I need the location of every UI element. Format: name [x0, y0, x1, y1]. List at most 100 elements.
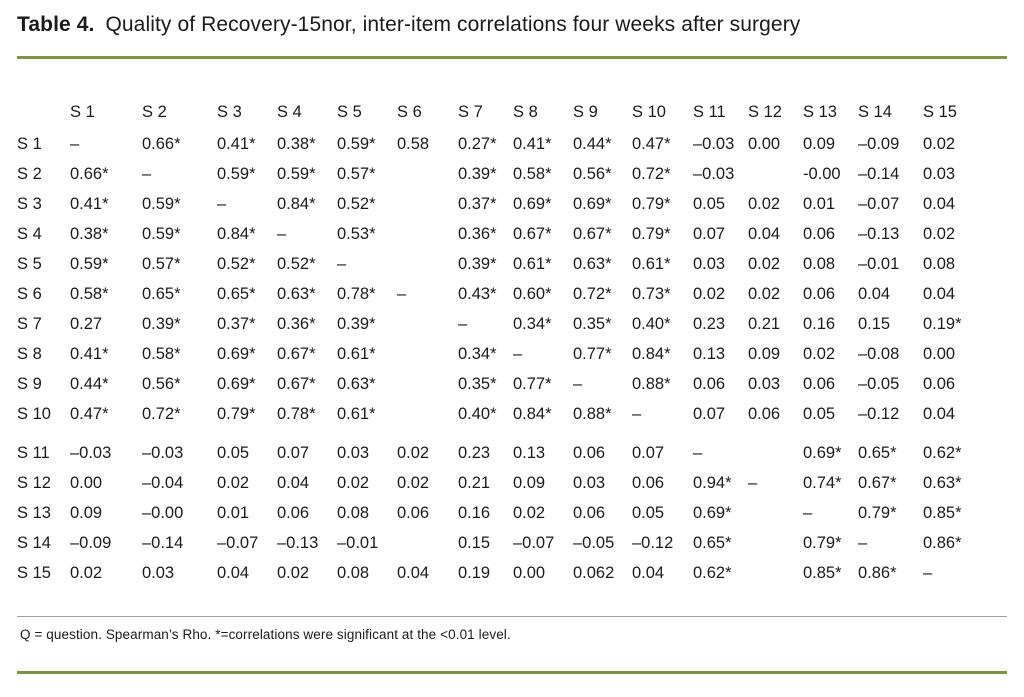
correlation-cell: 0.16 — [458, 503, 491, 522]
correlation-cell: 0.02 — [397, 443, 430, 462]
table-row: S 11 –0.03 –0.03 0.05 0.07 0.03 0.02 0.23 0.13 0.… — [17, 429, 1007, 468]
correlation-cell: 0.41* — [70, 344, 109, 363]
correlation-cell: – — [513, 344, 523, 363]
column-header: S 14 — [858, 102, 892, 121]
column-header: S 12 — [748, 102, 782, 121]
correlation-cell: 0.03 — [573, 473, 606, 492]
row-header: S 3 — [17, 194, 42, 213]
row-header: S 15 — [17, 563, 51, 582]
table-row: S 10 0.47* 0.72* 0.79* 0.78* 0.61* 0.40* 0.84* 0… — [17, 399, 1007, 429]
correlation-cell: 0.59* — [217, 164, 256, 183]
row-header: S 7 — [17, 314, 42, 333]
correlation-cell — [748, 159, 803, 189]
correlation-cell: 0.61* — [337, 344, 376, 363]
correlation-cell: –0.01 — [337, 533, 379, 552]
correlation-cell: 0.03 — [923, 164, 956, 183]
correlation-cell: 0.78* — [277, 404, 316, 423]
table-row: S 1 – 0.66* 0.41* 0.38* 0.59* 0.58 0.27* 0.41* 0.… — [17, 129, 1007, 159]
correlation-cell: 0.00 — [923, 344, 956, 363]
correlation-cell: 0.08 — [337, 503, 370, 522]
correlation-cell: 0.38* — [277, 134, 316, 153]
correlation-cell: 0.02 — [70, 563, 103, 582]
correlation-cell: 0.04 — [748, 224, 781, 243]
correlation-cell: 0.52* — [277, 254, 316, 273]
top-divider — [17, 56, 1007, 59]
table-row: S 4 0.38* 0.59* 0.84* – 0.53* 0.36* 0.67* 0.67* 0… — [17, 219, 1007, 249]
table-row: S 5 0.59* 0.57* 0.52* 0.52* – 0.39* 0.61* 0.63* 0… — [17, 249, 1007, 279]
correlation-cell: 0.39* — [142, 314, 181, 333]
correlation-cell: 0.74* — [803, 473, 842, 492]
correlation-cell: 0.07 — [693, 224, 726, 243]
correlation-cell: 0.03 — [748, 374, 781, 393]
correlation-cell: 0.35* — [458, 374, 497, 393]
table-row: S 12 0.00 –0.04 0.02 0.04 0.02 0.02 0.21 0.09 0.0… — [17, 468, 1007, 498]
correlation-cell: –0.12 — [632, 533, 674, 552]
correlation-cell: 0.41* — [217, 134, 256, 153]
correlation-cell: 0.06 — [923, 374, 956, 393]
row-header: S 2 — [17, 164, 42, 183]
correlation-cell: 0.19* — [923, 314, 962, 333]
correlation-cell: 0.65* — [217, 284, 256, 303]
correlation-cell: – — [337, 254, 347, 273]
correlation-cell: 0.41* — [70, 194, 109, 213]
column-header: S 5 — [337, 102, 362, 121]
correlation-cell: 0.69* — [693, 503, 732, 522]
correlation-cell: 0.09 — [748, 344, 781, 363]
table-number: Table 4. — [17, 13, 95, 36]
correlation-cell: – — [573, 374, 583, 393]
correlation-cell: 0.04 — [397, 563, 430, 582]
correlation-cell: 0.00 — [513, 563, 546, 582]
table-row: S 8 0.41* 0.58* 0.69* 0.67* 0.61* 0.34* – 0.77* 0… — [17, 339, 1007, 369]
correlation-cell: 0.36* — [277, 314, 316, 333]
correlation-cell — [397, 309, 458, 339]
correlation-cell: 0.66* — [70, 164, 109, 183]
correlation-cell: 0.37* — [458, 194, 497, 213]
correlation-cell: 0.57* — [142, 254, 181, 273]
correlation-cell: – — [803, 503, 813, 522]
row-header: S 10 — [17, 404, 51, 423]
correlation-cell — [397, 249, 458, 279]
correlation-cell: –0.00 — [142, 503, 184, 522]
correlation-cell: 0.09 — [70, 503, 103, 522]
correlation-cell: 0.62* — [923, 443, 962, 462]
correlation-cell: 0.06 — [693, 374, 726, 393]
column-header: S 13 — [803, 102, 837, 121]
correlation-cell: 0.07 — [277, 443, 310, 462]
correlation-cell: 0.94* — [693, 473, 732, 492]
correlation-cell: 0.41* — [513, 134, 552, 153]
column-header: S 8 — [513, 102, 538, 121]
correlation-cell: –0.03 — [142, 443, 184, 462]
correlation-cell: 0.61* — [632, 254, 671, 273]
correlation-cell: 0.79* — [632, 194, 671, 213]
row-header: S 6 — [17, 284, 42, 303]
correlation-cell: – — [277, 224, 287, 243]
correlation-cell: 0.16 — [803, 314, 836, 333]
correlation-cell: 0.03 — [337, 443, 370, 462]
correlation-cell: 0.06 — [573, 443, 606, 462]
column-header: S 3 — [217, 102, 242, 121]
correlation-cell: 0.06 — [277, 503, 310, 522]
correlation-cell: 0.02 — [923, 224, 956, 243]
correlation-cell: 0.44* — [573, 134, 612, 153]
correlation-cell: –0.07 — [513, 533, 555, 552]
correlation-cell: 0.67* — [277, 344, 316, 363]
correlation-cell: 0.06 — [397, 503, 430, 522]
correlation-cell: 0.65* — [142, 284, 181, 303]
correlation-cell: 0.86* — [923, 533, 962, 552]
correlation-cell: 0.58* — [513, 164, 552, 183]
correlation-cell: 0.05 — [217, 443, 250, 462]
correlation-cell — [397, 339, 458, 369]
correlation-cell: 0.56* — [142, 374, 181, 393]
row-header: S 11 — [17, 443, 50, 462]
row-header: S 14 — [17, 533, 51, 552]
correlation-cell: 0.56* — [573, 164, 612, 183]
correlation-cell: 0.38* — [70, 224, 109, 243]
correlation-cell: 0.63* — [923, 473, 962, 492]
bottom-divider — [17, 671, 1007, 674]
correlation-cell: –0.13 — [858, 224, 900, 243]
row-header: S 9 — [17, 374, 42, 393]
correlation-cell: 0.19 — [458, 563, 491, 582]
correlation-cell: 0.02 — [217, 473, 250, 492]
